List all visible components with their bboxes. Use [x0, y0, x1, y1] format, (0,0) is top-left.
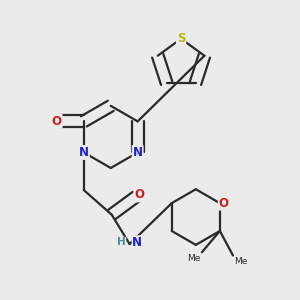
- Text: O: O: [219, 197, 229, 210]
- Text: N: N: [133, 146, 143, 159]
- Text: S: S: [177, 32, 185, 45]
- Text: O: O: [52, 115, 62, 128]
- Text: Me: Me: [187, 254, 200, 263]
- Text: N: N: [132, 236, 142, 249]
- Text: N: N: [79, 146, 89, 159]
- Text: H: H: [117, 237, 126, 248]
- Text: O: O: [134, 188, 144, 202]
- Text: Me: Me: [235, 257, 248, 266]
